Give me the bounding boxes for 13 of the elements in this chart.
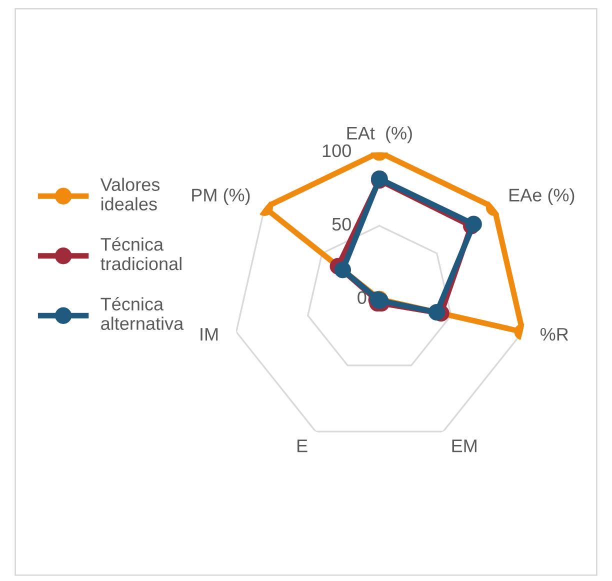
y-tick-label: 0: [358, 291, 366, 304]
y-tick-label: 50: [332, 218, 351, 231]
spoke-label: EM: [452, 440, 476, 452]
spoke-label: IM: [200, 328, 218, 340]
spoke-label: PM (%): [192, 188, 250, 206]
spoke-label: EAe (%): [510, 188, 574, 206]
spoke-label: EAt (%): [347, 126, 412, 144]
y-tick-label: 100: [322, 144, 351, 158]
legend-label: Técnica alternativa: [100, 297, 184, 330]
spoke-label: E: [298, 440, 308, 452]
spoke-label: %R: [540, 328, 568, 341]
legend-label: Técnica tradicional: [100, 237, 182, 270]
legend-label: Valores ideales: [100, 178, 160, 210]
